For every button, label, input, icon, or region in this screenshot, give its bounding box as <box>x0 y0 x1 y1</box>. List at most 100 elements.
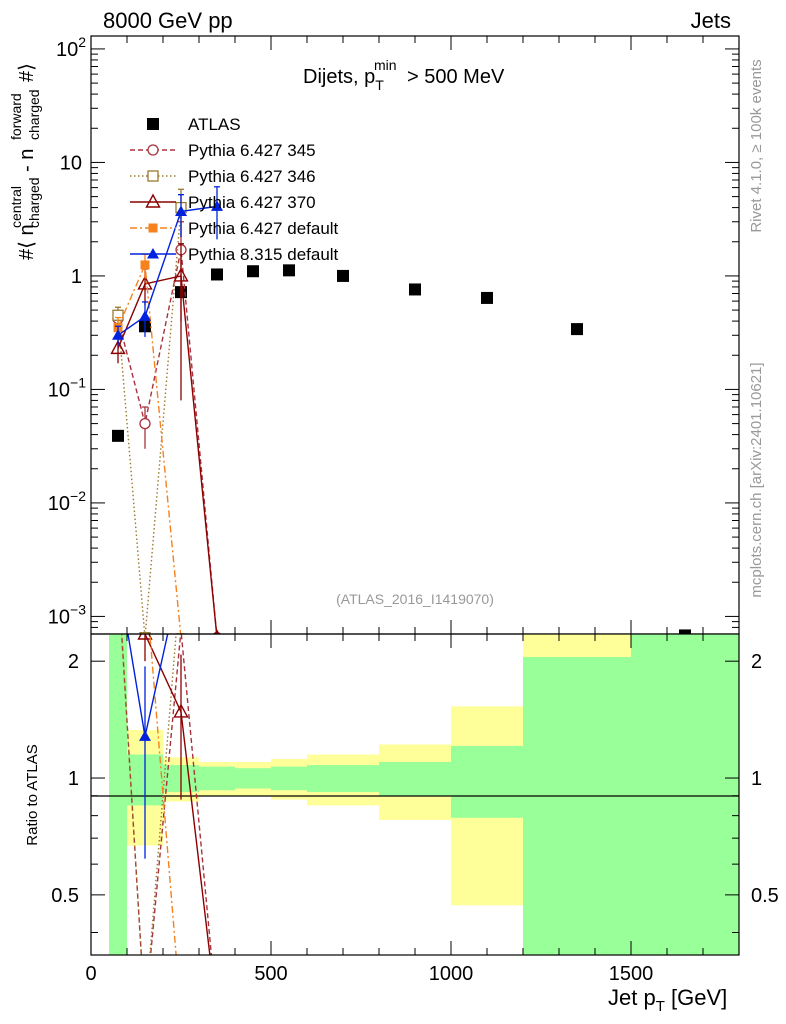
ratio-point-p370-1 <box>137 634 153 640</box>
legend-item-p345: Pythia 6.427 345 <box>130 141 316 160</box>
ratio-band-stat-9 <box>523 657 631 955</box>
point-p8def-1 <box>139 310 151 321</box>
point-p8def-2 <box>175 205 187 216</box>
ratio-axis-ticks: 0.5 0.5 1 1 2 2 0 500 1000 1500 <box>51 634 779 985</box>
ratio-band-stat-8 <box>451 745 523 818</box>
point-p6def-1 <box>140 260 150 270</box>
series-line-p6def <box>117 264 182 634</box>
legend-label-p8def: Pythia 8.315 default <box>188 245 339 264</box>
point-p8def-0 <box>112 329 124 340</box>
point-atlas-10 <box>679 629 691 634</box>
legend-item-p6def: Pythia 6.427 default <box>130 219 339 238</box>
legend-item-atlas: ATLAS <box>147 115 241 134</box>
ratio-band-stat-0 <box>109 634 127 955</box>
series-line-p345 <box>117 249 218 634</box>
ratio-band-stat-5 <box>271 766 307 791</box>
point-p346-1 <box>139 632 151 634</box>
ratio-ytick-label-right-1: 1 <box>751 768 762 790</box>
legend-marker-p6def <box>148 223 158 233</box>
legend-label-atlas: ATLAS <box>188 115 241 134</box>
svg-text:forward: forward <box>8 93 24 140</box>
series-p8def <box>112 186 223 347</box>
ratio-line-p6def <box>149 634 177 955</box>
svg-text:- n: - n <box>16 149 38 172</box>
ratio-band-stat-10 <box>631 634 739 955</box>
legend-item-p8def: Pythia 8.315 default <box>130 245 339 264</box>
main-panel: 10−3 10−2 10−1 1 10 102 Dijets, pT min > 500 … <box>8 34 740 635</box>
ratio-series-p346 <box>120 634 177 955</box>
ratio-band-stat-4 <box>235 768 271 789</box>
legend-label-p346: Pythia 6.427 346 <box>188 167 316 186</box>
ratio-ytick-label-right-2: 2 <box>751 651 762 673</box>
legend-label-p345: Pythia 6.427 345 <box>188 141 316 160</box>
ratio-series-p6def <box>149 634 177 955</box>
header-jets-label: Jets <box>691 8 731 33</box>
point-atlas-0 <box>112 429 124 442</box>
ratio-band-stat-6 <box>307 765 379 793</box>
point-p345-1 <box>139 417 151 430</box>
main-ytick-label-2: 10−1 <box>48 374 86 401</box>
point-atlas-4 <box>247 265 259 278</box>
main-ytick-label-4: 10 <box>60 152 82 174</box>
ratio-ytick-label-0: 0.5 <box>51 885 79 907</box>
x-tick-label-2: 1000 <box>429 963 474 985</box>
point-atlas-6 <box>337 269 349 282</box>
point-p8def-3 <box>211 200 223 211</box>
legend-item-p370: Pythia 6.427 370 <box>130 193 316 212</box>
svg-text:#⟩: #⟩ <box>16 63 38 82</box>
ratio-panel: 0.5 0.5 1 1 2 2 0 500 1000 1500 Ratio to ATLAS Je… <box>24 633 779 1015</box>
point-atlas-5 <box>283 264 295 277</box>
legend-marker-atlas <box>147 118 159 130</box>
ratio-series-p370 <box>137 634 211 955</box>
legend-marker-p8def <box>147 248 159 259</box>
ratio-ytick-label-right-0: 0.5 <box>751 885 779 907</box>
series-atlas <box>112 264 691 634</box>
legend-label-p370: Pythia 6.427 370 <box>188 193 316 212</box>
ratio-ytick-label-2: 2 <box>68 651 79 673</box>
main-ytick-label-1: 10−2 <box>48 488 86 515</box>
analysis-watermark: (ATLAS_2016_I1419070) <box>336 591 494 607</box>
legend-item-p346: Pythia 6.427 346 <box>130 167 316 186</box>
ratio-y-axis-label: Ratio to ATLAS <box>24 744 41 845</box>
x-axis-label: Jet pT [GeV] <box>608 985 727 1015</box>
legend-marker-p345 <box>147 144 159 156</box>
ratio-point-p370-2 <box>173 703 189 718</box>
rivet-version-label: Rivet 4.1.0, ≥ 100k events <box>748 59 765 232</box>
main-ytick-label-5: 102 <box>56 34 86 61</box>
point-atlas-7 <box>409 283 421 296</box>
point-atlas-3 <box>211 268 223 281</box>
main-ytick-label-3: 1 <box>71 266 82 288</box>
svg-text:charged: charged <box>26 89 42 140</box>
legend-marker-p370 <box>145 193 161 208</box>
point-p370-0 <box>110 339 126 355</box>
chart-title: Dijets, pT <box>303 66 384 93</box>
series-line-p370 <box>117 275 218 634</box>
ratio-series-layer <box>120 634 213 955</box>
legend-label-p6def: Pythia 6.427 default <box>188 219 339 238</box>
legend-marker-p346 <box>147 170 159 182</box>
series-p345 <box>112 221 222 634</box>
header-energy-label: 8000 GeV pp <box>103 8 233 33</box>
x-tick-label-0: 0 <box>85 963 96 985</box>
main-ytick-label-0: 10−3 <box>48 601 86 628</box>
ratio-line-p370 <box>144 634 211 955</box>
main-axis-ticks: 10−3 10−2 10−1 1 10 102 <box>48 34 740 635</box>
chart-title-superscript: min <box>374 57 397 73</box>
chart-title-tail: > 500 MeV <box>407 66 505 88</box>
point-p370-1 <box>137 275 153 290</box>
ratio-uncertainty-bands <box>109 634 739 955</box>
ratio-line-p8def <box>127 634 169 737</box>
main-series-layer <box>110 186 691 634</box>
point-atlas-9 <box>571 323 583 336</box>
svg-text:central: central <box>8 186 24 228</box>
ratio-ytick-label-1: 1 <box>68 768 79 790</box>
x-tick-label-1: 500 <box>254 963 287 985</box>
ratio-line-p346 <box>120 634 177 955</box>
legend: ATLAS Pythia 6.427 345 Pythia 6.427 346 Pyt… <box>130 115 339 264</box>
point-p370-2 <box>173 267 189 282</box>
series-line-p8def <box>117 205 218 336</box>
mcplots-source-label: mcplots.cern.ch [arXiv:2401.10621] <box>748 362 765 597</box>
svg-text:#⟨ n: #⟨ n <box>16 224 38 260</box>
x-tick-label-3: 1500 <box>609 963 654 985</box>
